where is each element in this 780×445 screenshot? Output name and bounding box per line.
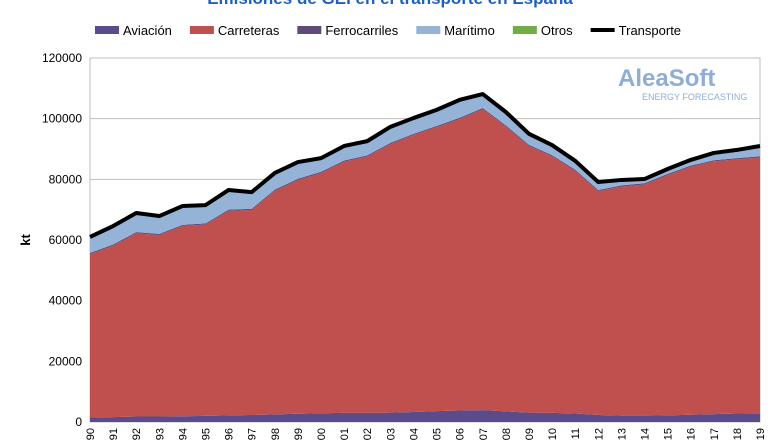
x-tick-label: 2000 <box>316 428 328 440</box>
y-tick-label: 40000 <box>49 294 83 308</box>
y-tick-label: 60000 <box>49 233 83 247</box>
legend-label: Carreteras <box>218 23 280 38</box>
area <box>90 94 760 254</box>
x-tick-label: 1992 <box>131 428 143 440</box>
x-tick-label: 2009 <box>524 428 536 440</box>
x-tick-label: 2017 <box>709 428 721 440</box>
x-tick-label: 1997 <box>247 428 259 440</box>
x-tick-label: 2010 <box>547 428 559 440</box>
x-tick-label: 1990 <box>85 428 97 440</box>
y-tick-label: 100000 <box>42 112 82 126</box>
area-layer <box>90 94 760 422</box>
logo-subtext: ENERGY FORECASTING <box>642 92 747 102</box>
x-tick-label: 2005 <box>432 428 444 440</box>
x-tick-label: 2008 <box>501 428 513 440</box>
x-tick-label: 1999 <box>293 428 305 440</box>
x-tick-label: 2004 <box>408 428 420 440</box>
legend-label: Aviación <box>123 23 172 38</box>
x-tick-label: 2014 <box>639 428 651 440</box>
legend-swatch <box>95 26 119 34</box>
logo-text: AleaSoft <box>618 65 715 92</box>
x-tick-label: 1995 <box>201 428 213 440</box>
legend-label: Ferrocarriles <box>325 23 398 38</box>
legend: Aviación Carreteras Ferrocarriles Marítimo O… <box>95 23 681 38</box>
legend-swatch <box>189 26 214 34</box>
chart-title: Emisiones de GEI en el transporte en Esp… <box>207 0 573 8</box>
legend-swatch <box>512 26 537 34</box>
area <box>90 410 760 422</box>
x-tick-label: 1996 <box>224 428 236 440</box>
y-tick-label: 0 <box>75 415 82 429</box>
x-tick-label: 2011 <box>570 428 582 440</box>
legend-label: Marítimo <box>444 23 495 38</box>
x-tick-label: 2019 <box>755 428 767 440</box>
legend-label: Otros <box>541 23 573 38</box>
x-tick-label: 2001 <box>339 428 351 440</box>
x-tick-label: 1993 <box>154 428 166 440</box>
x-tick-label: 2002 <box>362 428 374 440</box>
x-tick-label: 2003 <box>385 428 397 440</box>
legend-swatch <box>297 26 322 34</box>
x-tick-label: 2012 <box>593 428 605 440</box>
watermark: AleaSoft ENERGY FORECASTING <box>618 65 747 102</box>
y-tick-label: 120000 <box>42 51 82 65</box>
x-tick-label: 1994 <box>177 428 189 440</box>
x-tick-label: 2013 <box>616 428 628 440</box>
x-tick-label: 2006 <box>455 428 467 440</box>
x-tick-label: 2016 <box>686 428 698 440</box>
y-tick-label: 20000 <box>49 354 83 368</box>
x-tick-label: 2007 <box>478 428 490 440</box>
legend-label: Transporte <box>619 23 681 38</box>
x-tick-label: 2015 <box>663 428 675 440</box>
y-tick-label: 80000 <box>49 172 83 186</box>
x-tick-label: 1998 <box>270 428 282 440</box>
area <box>90 109 760 418</box>
x-tick-label: 1991 <box>108 428 120 440</box>
x-tick-label: 2018 <box>732 428 744 440</box>
legend-swatch <box>416 26 441 34</box>
y-axis-label: kt <box>18 234 33 246</box>
total-line <box>89 92 761 239</box>
